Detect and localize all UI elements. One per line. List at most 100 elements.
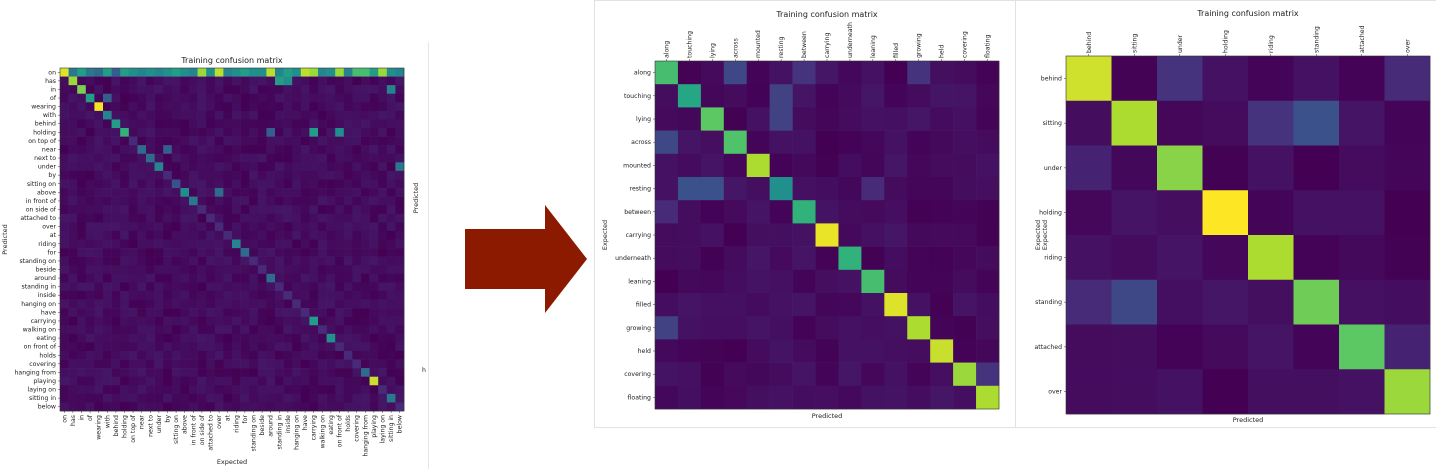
heatmap-cell-12-27 [292, 170, 302, 180]
heatmap-cell-10-11 [154, 153, 164, 163]
heatmap-cell-24-30 [318, 273, 327, 283]
heatmap-cell-13-13 [171, 179, 181, 189]
heatmap-cell-9-4 [94, 145, 104, 155]
heatmap-cell-23-29 [309, 265, 319, 275]
heatmap-cell-26-17 [206, 290, 216, 300]
heatmap-cell-26-31 [326, 290, 336, 300]
heatmap-cell-27-19 [223, 299, 233, 309]
heatmap-cell-16-34 [352, 205, 362, 215]
heatmap-cell-1-6 [111, 76, 121, 86]
heatmap-cell-18-1 [68, 222, 78, 232]
heatmap-cell-21-24 [266, 248, 276, 257]
heatmap-cell-7-9 [137, 128, 147, 137]
heatmap-cell-4-7 [815, 153, 839, 178]
heatmap-cell-8-37 [378, 136, 388, 146]
heatmap-cell-7-22 [249, 128, 259, 137]
heatmap-cell-25-39 [395, 282, 405, 292]
heatmap-cell-22-35 [361, 256, 370, 266]
heatmap-cell-32-27 [292, 342, 302, 352]
heatmap-cell-11-6 [792, 316, 816, 340]
heatmap-cell-31-21 [240, 333, 250, 343]
heatmap-cell-21-2 [77, 248, 87, 257]
heatmap-cell-12-35 [361, 170, 370, 180]
heatmap-cell-14-38 [386, 188, 396, 197]
heatmap-cell-13-15 [189, 179, 198, 189]
x-tick-label: between [801, 31, 808, 58]
heatmap-cell-12-1 [677, 339, 702, 363]
heatmap-cell-15-36 [369, 196, 379, 206]
heatmap-cell-3-6 [111, 93, 121, 103]
heatmap-cell-2-34 [352, 85, 362, 95]
heatmap-cell-6-9 [137, 119, 147, 129]
heatmap-cell-10-36 [369, 153, 379, 163]
heatmap-cell-5-6 [111, 110, 121, 120]
heatmap-cell-9-14 [976, 269, 1000, 294]
heatmap-cell-29-1 [68, 316, 78, 326]
heatmap-cell-39-0 [60, 402, 69, 412]
heatmap-cell-14-0 [655, 385, 679, 410]
heatmap-cell-15-9 [137, 196, 147, 206]
heatmap-cell-38-17 [206, 393, 216, 403]
heatmap-cell-4-6 [792, 153, 816, 178]
heatmap-cell-6-6 [111, 119, 121, 129]
heatmap-cell-37-25 [275, 385, 284, 395]
heatmap-cell-4-8 [128, 102, 138, 112]
heatmap-cell-26-9 [137, 290, 147, 300]
y-tick-label: next to [34, 155, 56, 162]
heatmap-cell-5-11 [907, 177, 931, 201]
heatmap-cell-5-16 [197, 110, 207, 120]
heatmap-cell-11-4 [94, 162, 104, 172]
heatmap-cell-8-20 [232, 136, 241, 146]
y-tick-label: hanging from [15, 369, 57, 376]
heatmap-cell-8-8 [838, 246, 862, 271]
heatmap-cell-18-30 [318, 222, 327, 232]
heatmap-cell-29-29 [309, 316, 319, 326]
heatmap-cell-6-28 [300, 119, 310, 129]
heatmap-cell-15-23 [257, 196, 267, 206]
heatmap-cell-10-14 [976, 293, 1000, 317]
heatmap-cell-30-1 [68, 325, 78, 335]
heatmap-cell-39-18 [214, 402, 224, 412]
heatmap-cell-0-14 [976, 61, 1000, 85]
heatmap-cell-3-31 [326, 93, 336, 103]
heatmap-cell-7-6 [111, 128, 121, 137]
x-tick-label: carrying [311, 415, 318, 440]
heatmap-cell-18-14 [180, 222, 190, 232]
heatmap-cell-20-24 [266, 239, 276, 249]
heatmap-cell-28-23 [257, 308, 267, 317]
heatmap-cell-3-3 [723, 130, 748, 155]
heatmap-cell-16-16 [197, 205, 207, 215]
heatmap-cell-35-31 [326, 368, 336, 378]
heatmap-cell-1-4 [1248, 100, 1294, 146]
heatmap-cell-20-37 [378, 239, 388, 249]
heatmap-cell-4-38 [386, 102, 396, 112]
y-tick-label: holding [1039, 210, 1062, 217]
heatmap-cell-4-0 [1066, 235, 1112, 281]
heatmap-cell-21-13 [171, 248, 181, 257]
heatmap-cell-14-31 [326, 188, 336, 197]
heatmap-cell-14-9 [861, 385, 885, 410]
y-tick-label: held [638, 348, 651, 355]
heatmap-cell-16-36 [369, 205, 379, 215]
heatmap-cell-29-2 [77, 316, 87, 326]
heatmap-cell-24-28 [300, 273, 310, 283]
heatmap-cell-24-11 [154, 273, 164, 283]
heatmap-cell-7-27 [292, 128, 302, 137]
heatmap-cell-33-13 [171, 350, 181, 360]
heatmap-cell-11-8 [838, 316, 862, 340]
heatmap-cell-27-17 [206, 299, 216, 309]
heatmap-cell-38-18 [214, 393, 224, 403]
heatmap-cell-37-36 [369, 385, 379, 395]
heatmap-cell-18-9 [137, 222, 147, 232]
heatmap-cell-16-6 [111, 205, 121, 215]
heatmap-cell-16-14 [180, 205, 190, 215]
heatmap-cell-2-4 [1248, 145, 1294, 191]
heatmap-cell-4-6 [111, 102, 121, 112]
heatmap-cell-12-9 [137, 170, 147, 180]
heatmap-cell-5-0 [60, 110, 69, 120]
heatmap-cell-31-28 [300, 333, 310, 343]
heatmap-cell-29-39 [395, 316, 405, 326]
heatmap-cell-21-15 [189, 248, 198, 257]
heatmap-cell-10-26 [283, 153, 293, 163]
heatmap-cell-11-4 [746, 316, 770, 340]
